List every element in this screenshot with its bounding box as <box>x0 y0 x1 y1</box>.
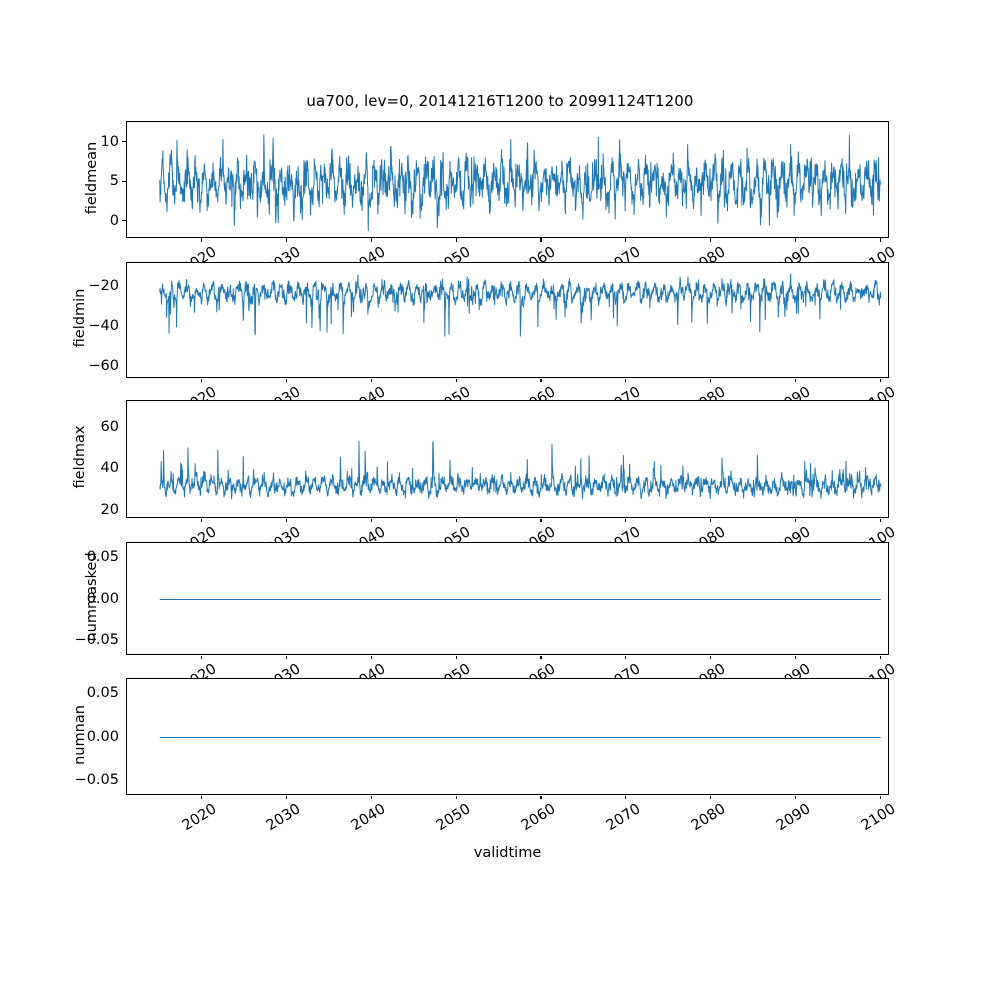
x-tick-mark <box>710 518 712 522</box>
y-tick-label-nummasked-1: 0.00 <box>86 590 119 607</box>
x-tick-label-2060-p4: 2060 <box>518 801 559 835</box>
x-tick-mark <box>540 655 542 659</box>
x-tick-mark <box>795 655 797 659</box>
x-tick-mark <box>200 378 203 382</box>
y-tick-mark <box>122 180 126 182</box>
x-tick-mark <box>285 238 287 242</box>
plot-panel-fieldmin <box>126 262 890 379</box>
y-tick-label-fieldmin-0: −20 <box>88 278 119 294</box>
series-canvas-fieldmax <box>127 401 890 519</box>
y-axis-label-numnan: numnan <box>72 704 88 765</box>
y-tick-label-fieldmin-1: −40 <box>88 318 119 334</box>
x-tick-label-2030-p4: 2030 <box>264 801 304 835</box>
x-tick-mark <box>540 795 542 799</box>
y-tick-mark <box>122 220 126 222</box>
x-tick-label-2100-p4: 2100 <box>858 801 898 835</box>
y-tick-label-fieldmean-1: 5 <box>109 173 119 190</box>
y-tick-label-numnan-2: −0.05 <box>74 771 119 788</box>
x-tick-mark <box>710 238 712 242</box>
x-tick-mark <box>879 518 882 522</box>
x-tick-mark <box>370 795 372 799</box>
x-tick-label-2070-p4: 2070 <box>603 801 644 835</box>
x-tick-label-2050-p4: 2050 <box>433 801 474 835</box>
series-canvas-fieldmin <box>127 263 890 379</box>
x-tick-mark <box>455 655 457 659</box>
x-tick-mark <box>879 655 882 659</box>
plot-panel-nummasked <box>126 542 890 656</box>
x-tick-mark <box>795 378 797 382</box>
x-tick-mark <box>710 378 712 382</box>
x-tick-mark <box>795 795 797 799</box>
y-tick-label-nummasked-0: 0.05 <box>86 548 119 565</box>
y-tick-label-numnan-0: 0.05 <box>86 685 119 702</box>
x-tick-mark <box>285 795 287 799</box>
x-tick-mark <box>710 795 712 799</box>
x-tick-label-2040-p4: 2040 <box>348 801 389 835</box>
x-tick-mark <box>540 518 542 522</box>
y-axis-label-nummasked: nummasked <box>84 551 100 642</box>
y-axis-label-fieldmin: fieldmin <box>72 288 88 348</box>
y-tick-label-fieldmin-2: −60 <box>88 358 119 374</box>
x-tick-mark <box>625 378 627 382</box>
series-canvas-fieldmean <box>127 122 890 239</box>
x-tick-mark <box>879 378 882 382</box>
y-tick-label-fieldmean-0: 0 <box>109 212 119 229</box>
x-tick-mark <box>625 518 627 522</box>
x-tick-mark <box>370 238 372 242</box>
x-tick-mark <box>625 655 627 659</box>
y-tick-label-numnan-1: 0.00 <box>86 728 119 745</box>
plot-panel-fieldmax <box>126 400 890 519</box>
x-tick-mark <box>200 238 203 242</box>
series-canvas-nummasked <box>127 543 890 656</box>
x-tick-label-2020-p4: 2020 <box>179 801 220 835</box>
x-tick-mark <box>879 795 882 799</box>
y-axis-label-fieldmax: fieldmax <box>72 425 88 489</box>
x-tick-label-2080-p4: 2080 <box>688 801 729 835</box>
x-axis-label: validtime <box>473 845 542 861</box>
x-tick-mark <box>540 238 542 242</box>
y-tick-label-fieldmax-0: 20 <box>100 501 119 518</box>
x-tick-mark <box>455 518 457 522</box>
x-tick-mark <box>879 238 882 242</box>
x-tick-mark <box>200 518 203 522</box>
plot-panel-fieldmean <box>126 121 890 239</box>
y-axis-label-fieldmean: fieldmean <box>84 141 100 214</box>
x-tick-mark <box>370 518 372 522</box>
x-tick-mark <box>455 795 457 799</box>
x-tick-mark <box>455 238 457 242</box>
series-canvas-numnan <box>127 679 890 796</box>
x-tick-mark <box>795 238 797 242</box>
x-tick-mark <box>625 795 627 799</box>
x-tick-mark <box>285 655 287 659</box>
plot-panel-numnan <box>126 678 890 796</box>
y-tick-label-fieldmax-2: 60 <box>100 418 119 435</box>
x-tick-label-2090-p4: 2090 <box>773 801 814 835</box>
x-tick-mark <box>710 655 712 659</box>
x-tick-mark <box>540 378 542 382</box>
x-tick-mark <box>625 238 627 242</box>
y-tick-mark <box>122 141 126 143</box>
x-tick-mark <box>370 655 372 659</box>
y-tick-label-nummasked-2: −0.05 <box>74 632 119 649</box>
y-tick-label-fieldmax-1: 40 <box>100 460 119 477</box>
x-tick-mark <box>370 378 372 382</box>
x-tick-mark <box>795 518 797 522</box>
x-tick-mark <box>285 378 287 382</box>
figure-title: ua700, lev=0, 20141216T1200 to 20991124T… <box>306 92 694 110</box>
x-tick-mark <box>455 378 457 382</box>
x-tick-mark <box>200 655 203 659</box>
y-tick-label-fieldmean-2: 10 <box>100 133 119 150</box>
x-tick-mark <box>200 795 203 799</box>
x-tick-mark <box>285 518 287 522</box>
